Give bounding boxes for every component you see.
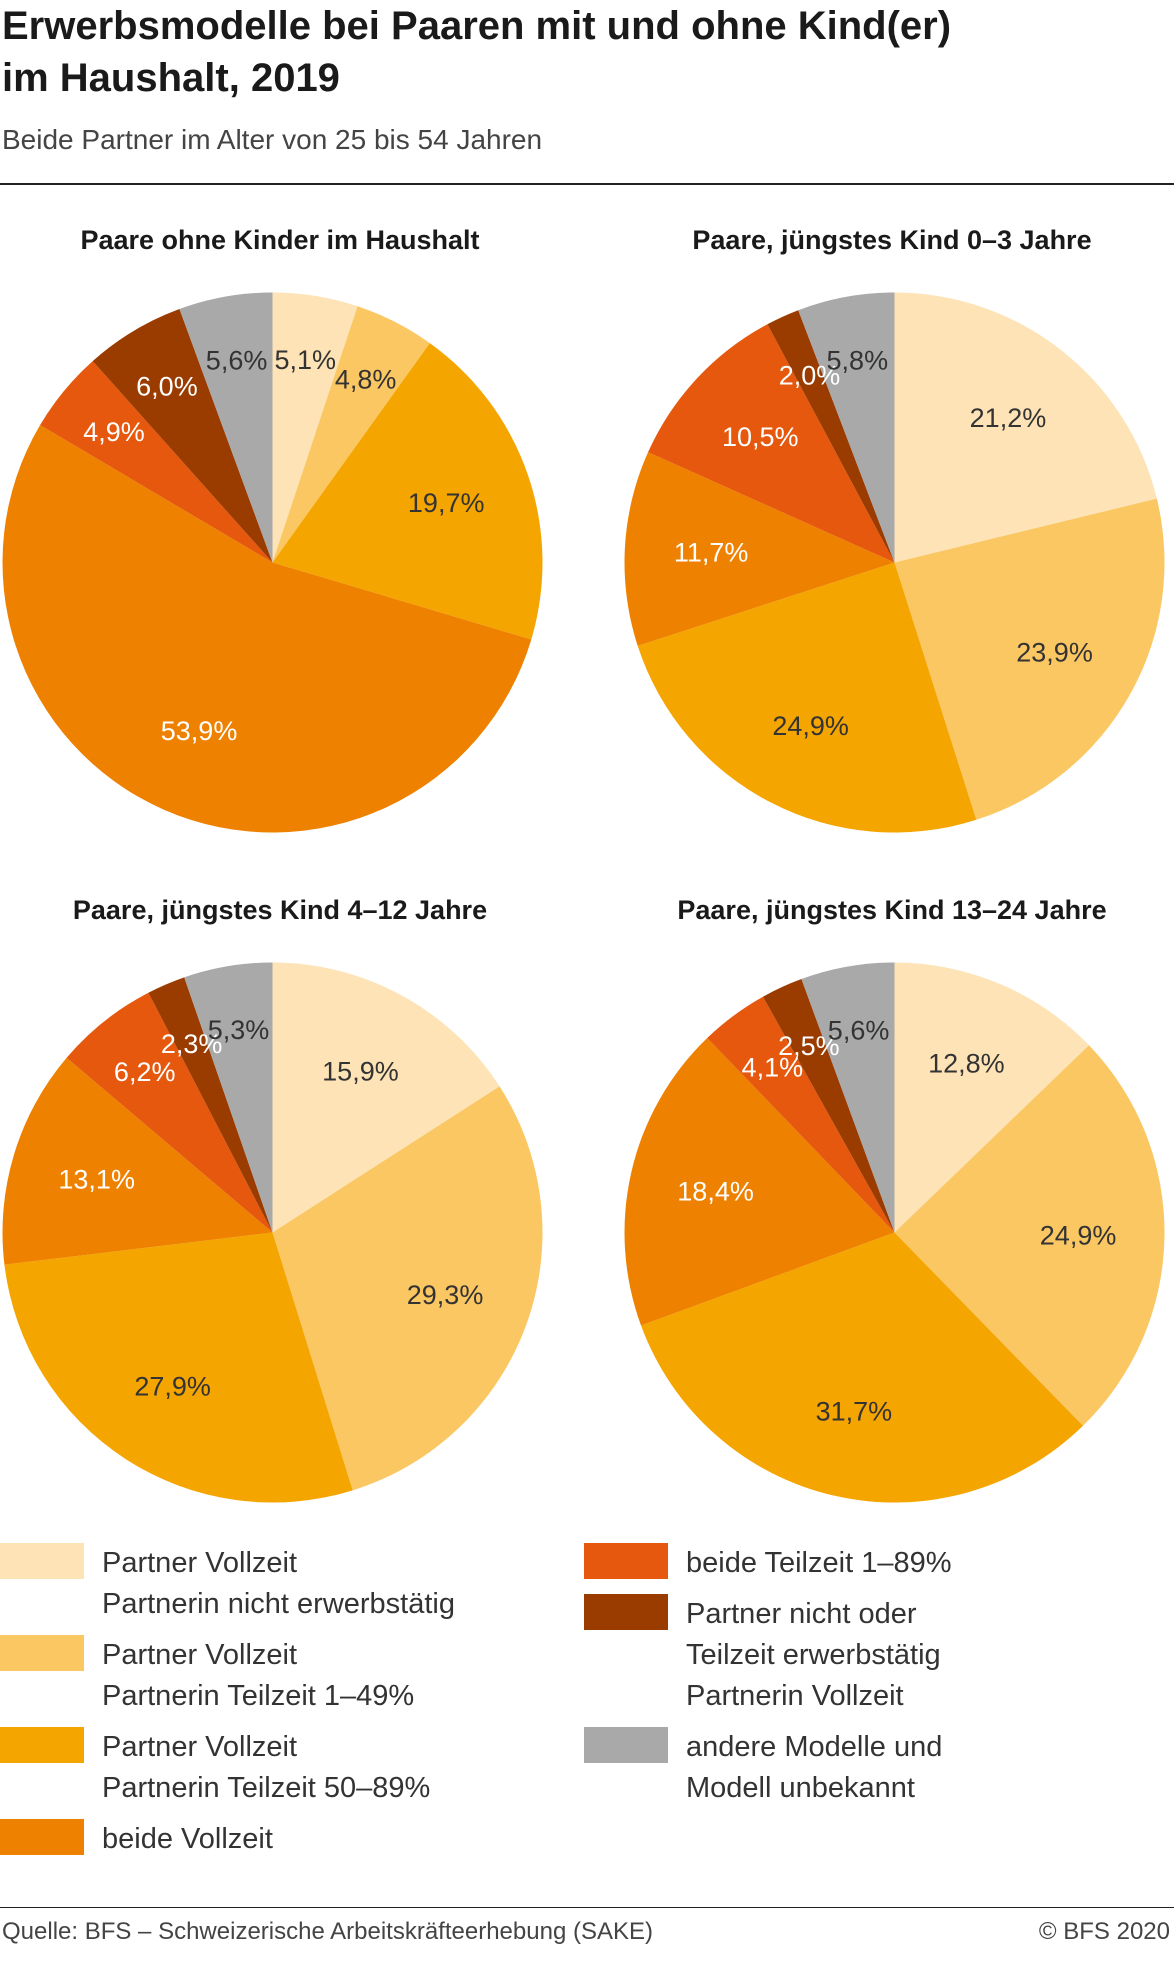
pie-data-label: 27,9%	[134, 1372, 211, 1402]
page-title: Erwerbsmodelle bei Paaren mit und ohne K…	[2, 0, 1102, 104]
legend-swatch	[584, 1543, 668, 1579]
pie-data-label: 13,1%	[58, 1165, 135, 1195]
pie-data-label: 5,3%	[208, 1015, 270, 1045]
chart-title-child-13-24: Paare, jüngstes Kind 13–24 Jahre	[677, 895, 1107, 925]
pie-slice	[767, 310, 895, 563]
pie-slice	[184, 962, 273, 1233]
pie-data-label: 2,0%	[779, 361, 841, 391]
pie-slice	[2, 425, 532, 833]
pie-slice	[179, 292, 273, 563]
pie-data-label: 10,5%	[722, 422, 799, 452]
pie-data-label: 2,3%	[161, 1029, 223, 1059]
pie-data-label: 11,7%	[674, 538, 749, 568]
subtitle: Beide Partner im Alter von 25 bis 54 Jah…	[2, 124, 543, 155]
pie-slice	[894, 962, 1089, 1233]
chart-title-no-children: Paare ohne Kinder im Haushalt	[80, 225, 480, 255]
pie-slice	[272, 343, 543, 640]
pie-data-label: 29,3%	[407, 1280, 484, 1310]
pie-slice	[648, 324, 895, 563]
pie-slice	[148, 977, 273, 1233]
pie-slice	[40, 361, 273, 563]
pie-slice	[637, 562, 977, 833]
pie-data-label: 5,6%	[828, 1015, 890, 1045]
pie-data-label: 24,9%	[772, 711, 849, 741]
pie-slice	[4, 1232, 353, 1503]
pie-slice	[272, 962, 500, 1233]
pie-slice	[707, 996, 895, 1233]
pie-data-label: 5,6%	[206, 345, 268, 375]
pie-data-label: 21,2%	[970, 403, 1047, 433]
legend-label: Partner Vollzeit Partnerin nicht erwerbs…	[102, 1547, 455, 1620]
pie-chart-no-children: 5,1%4,8% 19,7% 53,9% 4,9% 6,0% 5,6%	[2, 292, 543, 833]
pie-data-label: 18,4%	[677, 1176, 754, 1206]
pie-data-label: 4,9%	[83, 417, 145, 447]
legend-swatch	[584, 1594, 668, 1630]
pie-slice	[272, 306, 430, 563]
pie-slice	[641, 1232, 1084, 1503]
legend-label: andere Modelle und Modell unbekannt	[686, 1731, 943, 1804]
pie-data-label: 6,2%	[114, 1057, 176, 1087]
pie-data-label: 19,7%	[408, 488, 485, 518]
pie-data-label: 53,9%	[161, 716, 238, 746]
pie-data-label: 5,1%	[274, 345, 336, 375]
legend-swatch	[0, 1727, 84, 1763]
pie-chart-child-0-3: 21,2% 23,9% 24,9% 11,7% 10,5% 2,0%5,8%	[624, 292, 1165, 833]
pie-data-label: 15,9%	[322, 1056, 399, 1086]
pie-data-label: 23,9%	[1016, 637, 1093, 667]
pie-slice	[801, 962, 895, 1233]
pie-slice	[798, 292, 895, 563]
legend-label: beide Teilzeit 1–89%	[686, 1547, 952, 1579]
pie-slice	[272, 292, 358, 563]
header-divider	[0, 183, 1174, 185]
pie-chart-child-4-12: 15,9% 29,3% 27,9% 13,1% 6,2%2,3%5,3%	[2, 962, 543, 1503]
pie-data-label: 24,9%	[1040, 1220, 1117, 1250]
pie-slice	[66, 992, 273, 1233]
legend-label: Partner nicht oder Teilzeit erwerbstätig…	[686, 1598, 941, 1712]
chart-title-child-0-3: Paare, jüngstes Kind 0–3 Jahre	[692, 225, 1092, 255]
pie-data-label: 2,5%	[778, 1031, 840, 1061]
legend-label: beide Vollzeit	[102, 1823, 273, 1855]
pie-slice	[624, 1038, 895, 1326]
pie-data-label: 6,0%	[136, 372, 198, 402]
legend-swatch	[0, 1635, 84, 1671]
legend-label: Partner Vollzeit Partnerin Teilzeit 50–8…	[102, 1731, 431, 1804]
pie-data-label: 4,8%	[335, 365, 397, 395]
legend-swatch	[0, 1819, 84, 1855]
pie-slice	[762, 979, 895, 1233]
pie-data-label: 31,7%	[816, 1397, 893, 1427]
source-note: Quelle: BFS – Schweizerische Arbeitskräf…	[2, 1918, 653, 1945]
pie-slice	[894, 292, 1157, 563]
pie-slice	[272, 1086, 543, 1491]
legend-label: Partner Vollzeit Partnerin Teilzeit 1–49…	[102, 1639, 415, 1712]
pie-chart-child-13-24: 12,8% 24,9% 31,7% 18,4% 4,1%2,5%5,6%	[624, 962, 1165, 1503]
copyright: © BFS 2020	[1038, 1918, 1170, 1945]
footer-divider	[0, 1907, 1174, 1908]
pie-slice	[894, 498, 1165, 820]
legend-swatch	[584, 1727, 668, 1763]
legend-swatch	[0, 1543, 84, 1579]
pie-slice	[894, 1045, 1165, 1426]
pie-slice	[92, 309, 273, 563]
pie-slice	[624, 452, 895, 646]
chart-title-child-4-12: Paare, jüngstes Kind 4–12 Jahre	[72, 895, 488, 925]
title-line-1: Erwerbsmodelle bei Paaren mit und ohne K…	[2, 4, 952, 48]
pie-data-label: 5,8%	[827, 346, 889, 376]
pie-data-label: 12,8%	[928, 1049, 1005, 1079]
pie-data-label: 4,1%	[742, 1053, 804, 1083]
pie-slice	[2, 1057, 273, 1265]
title-line-2: im Haushalt, 2019	[2, 56, 340, 100]
